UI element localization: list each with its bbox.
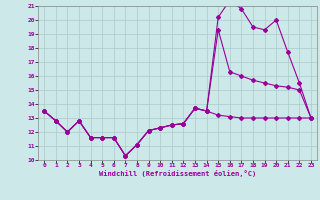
X-axis label: Windchill (Refroidissement éolien,°C): Windchill (Refroidissement éolien,°C)	[99, 170, 256, 177]
